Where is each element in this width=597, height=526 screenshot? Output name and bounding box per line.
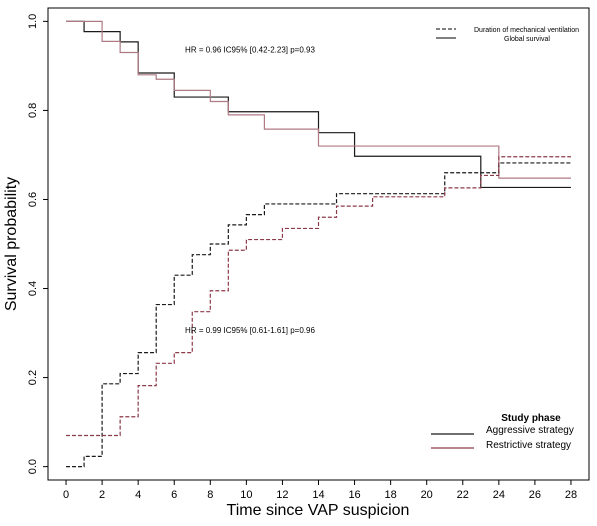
hazard-ratio-ventilation-annotation: HR = 0.99 IC95% [0.61-1.61] p=0.96 bbox=[185, 326, 315, 335]
series-layer bbox=[66, 20, 571, 468]
x-tick-label: 2 bbox=[99, 489, 105, 501]
plot-frame bbox=[47, 7, 590, 481]
y-tick-label: 0.2 bbox=[27, 370, 39, 385]
legend-label-restrictive-strategy: Restrictive strategy bbox=[486, 440, 571, 451]
study-phase-legend: Study phase Aggressive strategy Restrict… bbox=[431, 413, 574, 451]
hazard-ratio-global-survival-annotation: HR = 0.96 IC95% [0.42-2.23] p=0.93 bbox=[185, 46, 315, 55]
survival-curve-restrictive-strategy bbox=[66, 20, 571, 179]
y-tick-label: 1.0 bbox=[27, 14, 39, 29]
x-tick-label: 0 bbox=[63, 489, 69, 501]
x-tick-label: 26 bbox=[529, 489, 541, 501]
y-tick-label: 0.0 bbox=[27, 459, 39, 474]
x-tick-label: 6 bbox=[171, 489, 177, 501]
y-axis-title: Survival probability bbox=[3, 177, 20, 311]
survival-curve-aggressive-strategy bbox=[66, 20, 571, 189]
y-axis: 0.0 0.2 0.4 0.6 0.8 1.0 bbox=[27, 14, 48, 474]
ventilation-curve-restrictive-strategy bbox=[66, 156, 571, 437]
legend-label-aggressive-strategy: Aggressive strategy bbox=[486, 425, 574, 436]
y-tick-label: 0.6 bbox=[27, 192, 39, 207]
x-tick-label: 14 bbox=[312, 489, 324, 501]
ventilation-curve-aggressive-strategy bbox=[66, 162, 571, 468]
x-tick-label: 18 bbox=[385, 489, 397, 501]
x-tick-label: 4 bbox=[135, 489, 141, 501]
x-axis: 0 2 4 6 8 10 12 14 16 18 20 22 24 26 28 bbox=[63, 480, 577, 501]
x-tick-label: 12 bbox=[276, 489, 288, 501]
linetype-legend: Duration of mechanical ventilation Globa… bbox=[436, 27, 579, 43]
x-tick-label: 28 bbox=[565, 489, 577, 501]
y-tick-label: 0.4 bbox=[27, 281, 39, 296]
x-tick-label: 20 bbox=[421, 489, 433, 501]
x-tick-label: 16 bbox=[348, 489, 360, 501]
legend-label-global-survival: Global survival bbox=[504, 36, 550, 43]
x-tick-label: 8 bbox=[207, 489, 213, 501]
x-tick-label: 24 bbox=[493, 489, 505, 501]
legend-title-study-phase: Study phase bbox=[501, 413, 561, 424]
x-axis-title: Time since VAP suspicion bbox=[227, 502, 410, 519]
y-tick-label: 0.8 bbox=[27, 103, 39, 118]
legend-label-duration-mechanical-ventilation: Duration of mechanical ventilation bbox=[474, 27, 579, 34]
x-tick-label: 10 bbox=[240, 489, 252, 501]
x-tick-label: 22 bbox=[457, 489, 469, 501]
